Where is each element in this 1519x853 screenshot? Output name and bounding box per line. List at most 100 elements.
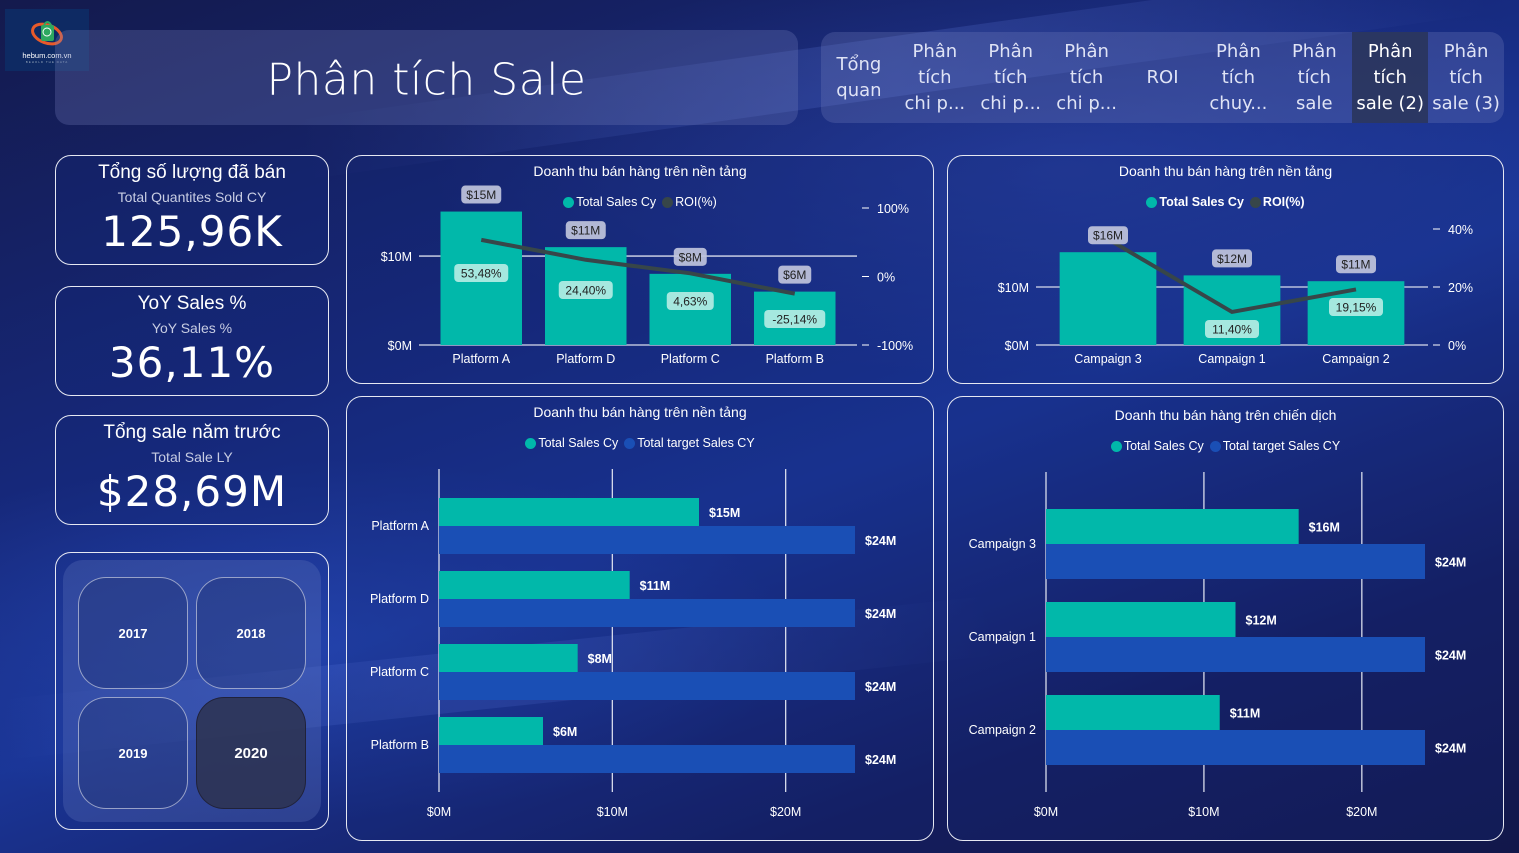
x-category-label: Platform D (556, 352, 615, 366)
roi-line (480, 237, 796, 296)
data-label-roi: 24,40% (565, 284, 606, 298)
page-navigator: Tổng quan Phân tích chi p... Phân tích c… (821, 32, 1504, 123)
chart-legend: Total Sales Cy Total target Sales CY (948, 439, 1503, 453)
shopping-bag-icon (31, 20, 63, 45)
legend-label: Total target Sales CY (637, 436, 755, 450)
y-category-label: Campaign 2 (969, 723, 1036, 737)
x-tick-label: $0M (1034, 805, 1058, 819)
data-label-sales: $11M (571, 224, 600, 238)
legend-item-sales[interactable]: Total Sales Cy (563, 195, 656, 209)
data-label-sales: $11M (1230, 707, 1261, 721)
year-button-2020[interactable]: 2020 (196, 697, 306, 809)
nav-tab-phan-tich-chi-phi-1[interactable]: Phân tích chi p... (904, 40, 966, 114)
nav-tab-phan-tich-sale-2[interactable]: Phân tích sale (2) (1352, 32, 1429, 123)
data-label-sales-bg (1088, 226, 1128, 245)
data-label-sales: $16M (1093, 229, 1123, 243)
kpi-title: Tổng sale năm trước (103, 422, 281, 443)
chart-title: Doanh thu bán hàng trên nền tảng (533, 163, 747, 179)
nav-tab-roi[interactable]: ROI (1146, 66, 1179, 88)
y-left-tick-label: $10M (998, 281, 1029, 295)
year-button-2017[interactable]: 2017 (78, 577, 188, 689)
y-left-tick-label: $0M (1005, 339, 1029, 353)
nav-tab-phan-tich-chi-phi-3[interactable]: Phân tích chi p... (1056, 40, 1117, 114)
x-category-label: Campaign 1 (1198, 352, 1265, 366)
legend-dot-icon (563, 196, 575, 208)
x-category-label: Platform B (766, 352, 824, 366)
kpi-value: 36,11% (108, 338, 276, 387)
chart-title: Doanh thu bán hàng trên nền tảng (533, 404, 747, 420)
legend-item-target[interactable]: Total target Sales CY (624, 436, 755, 450)
year-button-2019[interactable]: 2019 (78, 697, 188, 809)
legend-label: Total Sales Cy (1123, 439, 1204, 453)
bar-total-sales (439, 571, 630, 599)
page-title: Phân tích Sale (266, 54, 587, 106)
y-category-label: Platform A (371, 519, 429, 533)
data-label-roi-bg (666, 292, 714, 310)
bar-total-target (439, 672, 855, 700)
chart-legend: Total Sales Cy Total target Sales CY (347, 436, 933, 450)
kpi-value: $28,69M (96, 467, 288, 516)
legend-label: Total Sales Cy (538, 436, 619, 450)
x-tick-label: $20M (770, 805, 801, 819)
data-label-sales: $11M (1341, 258, 1370, 272)
data-label-sales: $15M (466, 188, 496, 202)
year-button-2018[interactable]: 2018 (196, 577, 306, 689)
legend-item-roi[interactable]: ROI(%) (662, 195, 717, 209)
chart-card-platform-sales-roi: Doanh thu bán hàng trên nền tảng Total S… (346, 155, 934, 384)
chart-legend: Total Sales Cy ROI(%) (948, 195, 1503, 209)
data-label-sales: $6M (783, 268, 806, 282)
data-label-target: $24M (865, 607, 896, 621)
data-label-sales: $16M (1309, 521, 1340, 535)
data-label-roi: 11,40% (1212, 323, 1252, 337)
year-slicer-background: 2017 2018 2019 2020 (63, 560, 321, 822)
bar-total-target (439, 745, 855, 773)
data-label-sales: $12M (1246, 614, 1277, 628)
y-right-tick-label: 100% (877, 202, 909, 216)
bar-total-sales (1046, 509, 1299, 544)
data-label-roi-bg (764, 310, 826, 328)
nav-tab-tong-quan[interactable]: Tổng quan (836, 53, 882, 101)
y-right-tick-label: 0% (877, 271, 895, 285)
legend-label: Total Sales Cy (1159, 195, 1244, 209)
legend-item-roi[interactable]: ROI(%) (1249, 195, 1305, 209)
legend-dot-icon (662, 196, 674, 208)
data-label-roi-bg (1205, 320, 1259, 338)
x-tick-label: $10M (597, 805, 628, 819)
chart-card-campaign-sales-target: Doanh thu bán hàng trên chiến dịch Total… (947, 396, 1504, 841)
bar-total-target (439, 599, 855, 627)
kpi-value: 125,96K (101, 207, 283, 256)
combo-chart-platform: $0M $10M -100% 0% 100% Platform A Platform D Pl… (381, 185, 913, 366)
data-label-sales-bg (1212, 249, 1252, 268)
x-category-label: Platform C (661, 352, 720, 366)
y-category-label: Campaign 1 (969, 630, 1036, 644)
nav-tab-phan-tich-sale-3[interactable]: Phân tích sale (3) (1432, 40, 1500, 114)
kpi-subtitle: YoY Sales % (151, 320, 233, 336)
data-label-sales: $8M (588, 652, 612, 666)
nav-tab-phan-tich-sale[interactable]: Phân tích sale (1291, 40, 1337, 114)
data-label-sales-bg (673, 247, 707, 266)
legend-label: ROI(%) (675, 195, 717, 209)
kpi-title: YoY Sales % (137, 293, 247, 314)
kpi-subtitle: Total Quantites Sold CY (117, 189, 267, 205)
x-tick-label: $20M (1346, 805, 1377, 819)
nav-tab-phan-tich-chi-phi-2[interactable]: Phân tích chi p... (980, 40, 1042, 114)
hbar-chart-campaign: $0M $10M $20M $16M $24M Campaign 3 $12M $24M Cam… (969, 472, 1466, 819)
y-category-label: Platform D (370, 592, 429, 606)
x-tick-label: $10M (1188, 805, 1219, 819)
y-right-tick-label: -100% (877, 339, 913, 353)
chart-title: Doanh thu bán hàng trên chiến dịch (1114, 407, 1337, 423)
nav-tab-phan-tich-chuyen[interactable]: Phân tích chuy... (1209, 40, 1268, 114)
kpi-card-total-quantity: Tổng số lượng đã bán Total Quantites Sol… (55, 155, 329, 265)
legend-item-sales[interactable]: Total Sales Cy (1110, 439, 1204, 453)
bar-total-sales (1046, 695, 1220, 730)
legend-dot-icon (1249, 196, 1261, 208)
legend-item-target[interactable]: Total target Sales CY (1209, 439, 1340, 453)
legend-item-sales[interactable]: Total Sales Cy (525, 436, 618, 450)
data-label-roi: 4,63% (673, 295, 707, 309)
data-label-sales-bg (778, 265, 812, 284)
combo-chart-campaign: $0M $10M 0% 20% 40% Campaign 3 Campaign 1 Campa… (998, 223, 1473, 366)
y-left-tick-label: $0M (388, 339, 412, 353)
legend-item-sales[interactable]: Total Sales Cy (1146, 195, 1244, 209)
x-category-label: Campaign 3 (1074, 352, 1141, 366)
bar-total-sales (439, 717, 543, 745)
